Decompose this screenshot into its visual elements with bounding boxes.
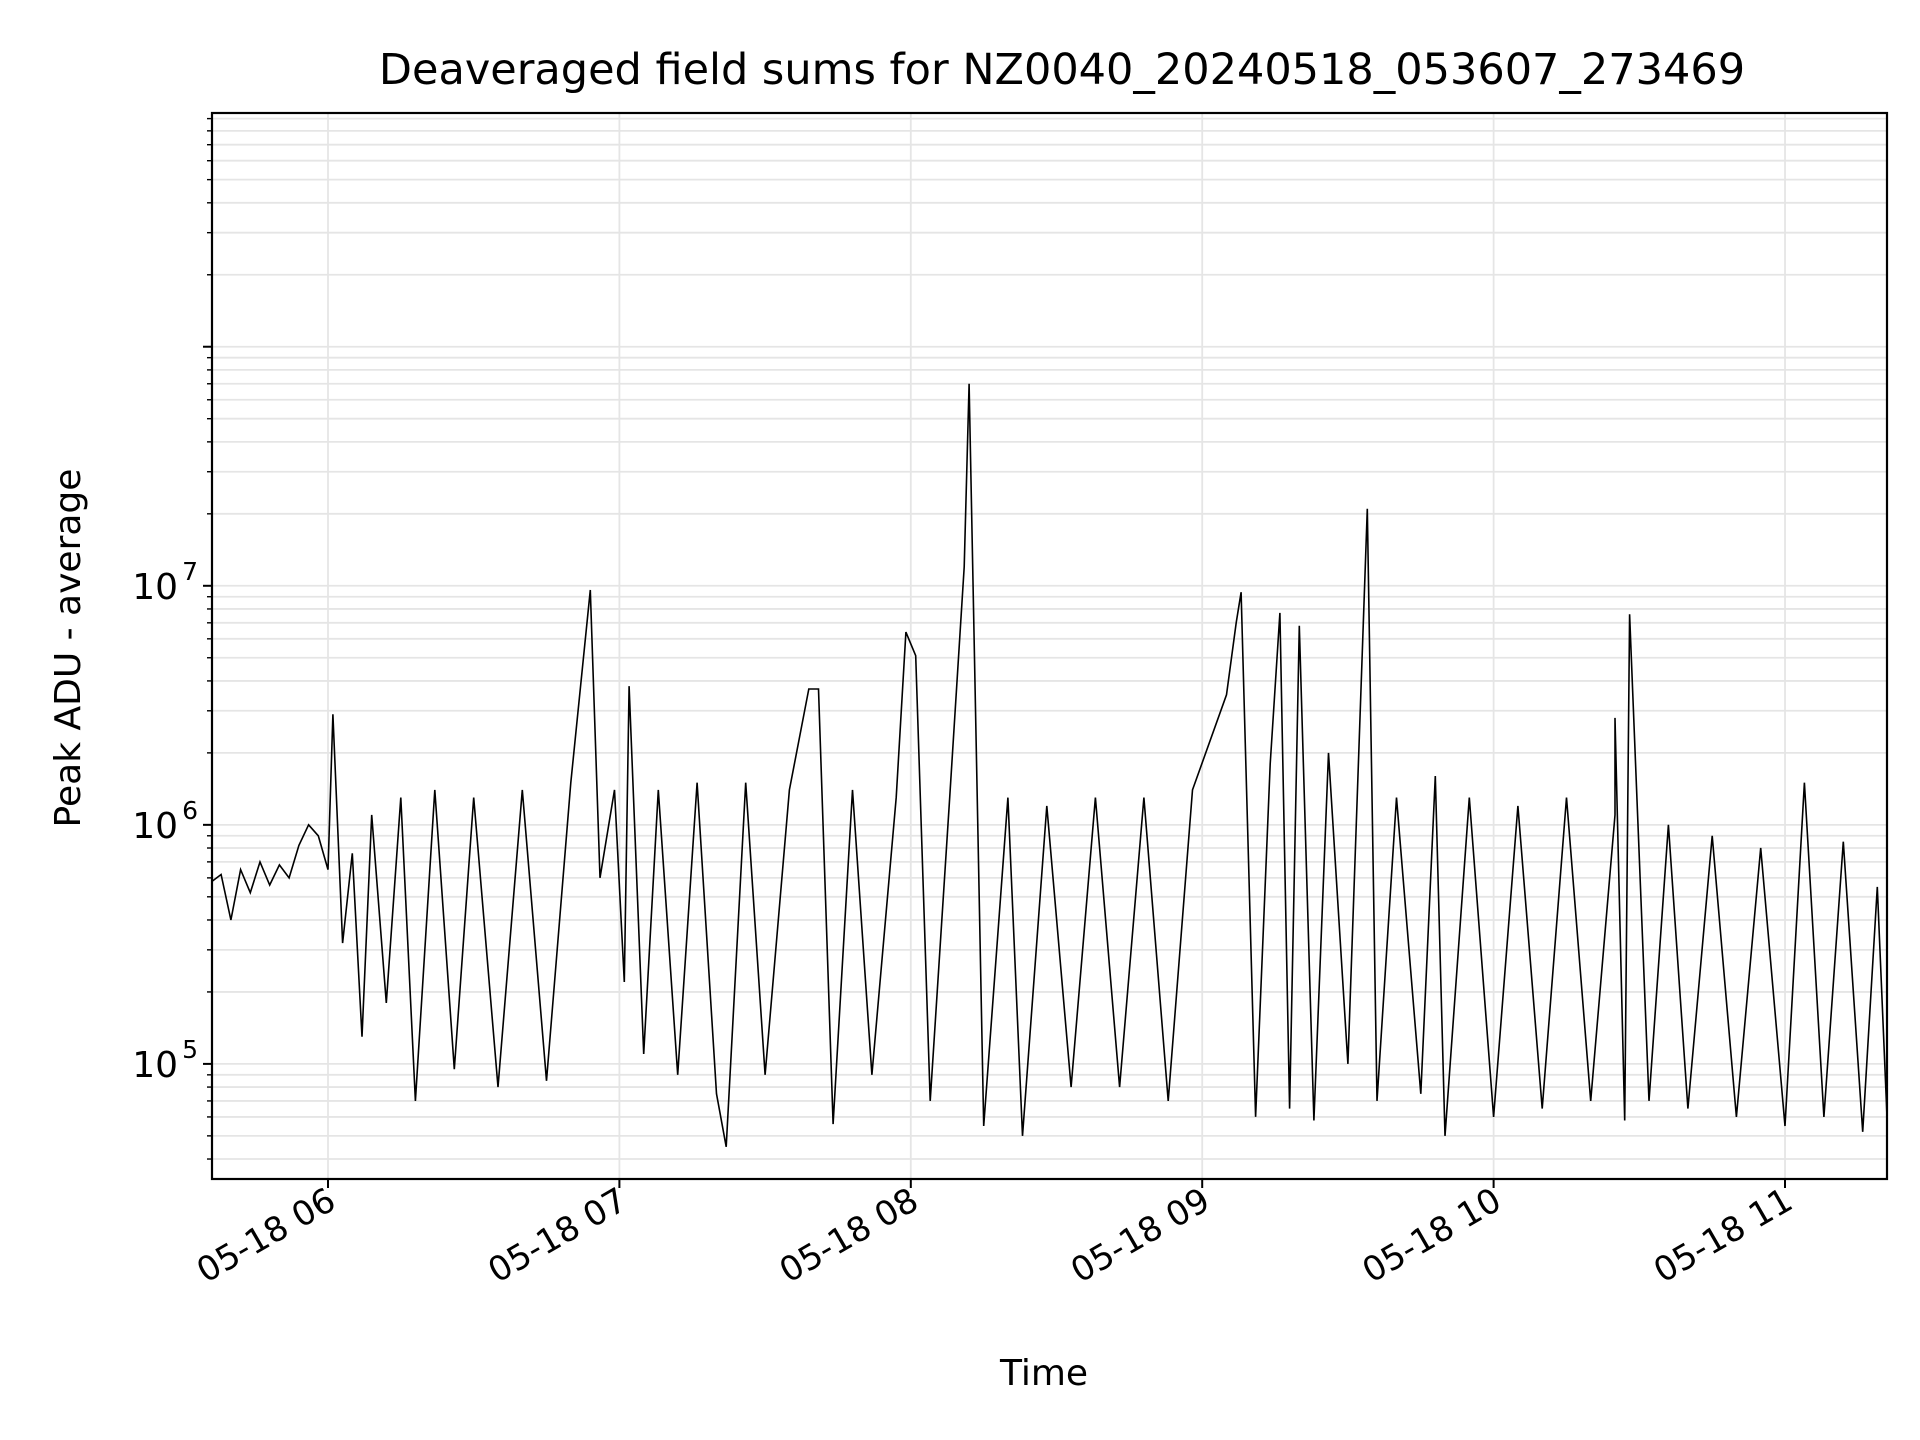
plot-frame (210, 111, 1889, 1181)
y-tick-label: 10 (132, 806, 178, 847)
x-axis-label: Time (999, 1353, 1088, 1394)
y-tick-label: 10 (132, 567, 178, 608)
y-tick-label-exponent: 7 (182, 557, 198, 586)
y-tick-label-exponent: 6 (182, 796, 198, 825)
series-line (211, 383, 1888, 1147)
y-axis-label: Peak ADU - average (48, 469, 89, 828)
chart-title: Deaveraged field sums for NZ0040_2024051… (379, 45, 1745, 95)
y-tick-label-exponent: 5 (182, 1035, 198, 1064)
y-tick-label: 10 (132, 1045, 178, 1086)
series-layer (211, 383, 1888, 1147)
